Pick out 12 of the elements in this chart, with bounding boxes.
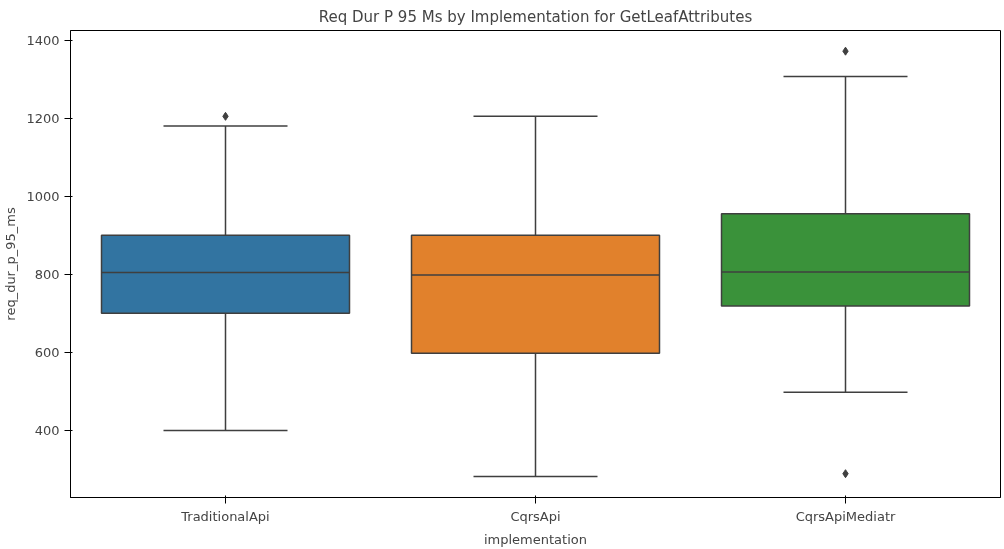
y-tick-label: 800	[34, 266, 60, 282]
y-axis-title: req_dur_p_95_ms	[3, 207, 19, 321]
x-tick-label: CqrsApi	[510, 508, 561, 524]
x-tick-label: TraditionalApi	[180, 508, 270, 524]
x-axis-title: implementation	[484, 531, 588, 547]
x-tick-label: CqrsApiMediatr	[795, 508, 896, 524]
y-tick-label: 600	[34, 344, 60, 360]
y-tick-label: 1400	[26, 32, 60, 48]
chart-title: Req Dur P 95 Ms by Implementation for GetLeafAttributes	[318, 7, 753, 26]
y-tick-label: 1000	[26, 188, 60, 204]
y-tick-label: 400	[34, 422, 60, 438]
y-tick-label: 1200	[26, 110, 60, 126]
